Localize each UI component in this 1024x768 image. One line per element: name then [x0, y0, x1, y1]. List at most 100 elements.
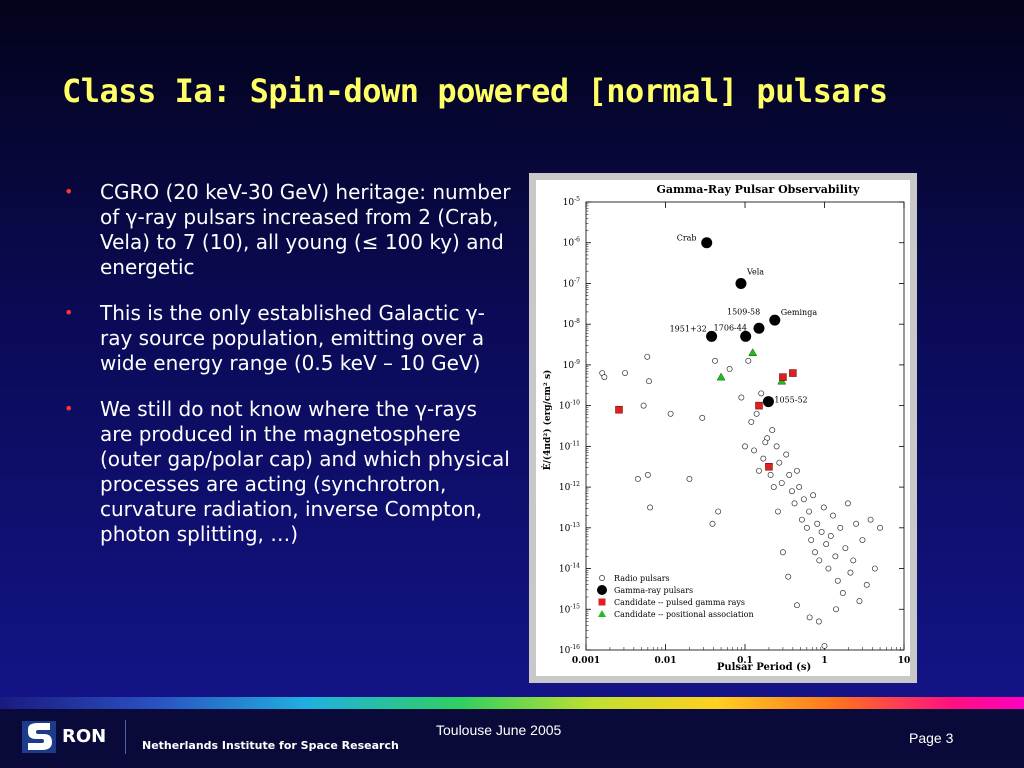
- legend-marker: [598, 598, 606, 606]
- legend-marker: [599, 575, 605, 581]
- radio-pulsar-point: [767, 471, 774, 478]
- pulsar-annotation: 1951+32: [670, 324, 707, 333]
- radio-pulsar-point: [863, 581, 870, 588]
- y-tick-label: 10-13: [559, 522, 580, 534]
- y-tick-label: 10-10: [559, 400, 580, 412]
- radio-pulsar-point: [820, 504, 827, 511]
- radio-pulsar-point: [709, 520, 716, 527]
- radio-pulsar-point: [647, 504, 654, 511]
- y-tick-label: 10-9: [563, 359, 580, 371]
- radio-pulsar-point: [830, 512, 836, 519]
- radio-pulsar-point: [646, 378, 652, 385]
- gamma-ray-pulsar-point: [762, 396, 774, 408]
- y-tick-label: 10-15: [559, 603, 580, 615]
- gamma-ray-pulsar-point: [753, 322, 765, 334]
- radio-pulsar-point: [753, 410, 760, 417]
- legend-label: Radio pulsars: [614, 574, 670, 583]
- radio-pulsar-point: [808, 537, 815, 543]
- radio-pulsar-point: [644, 353, 651, 360]
- y-tick-label: 10-12: [559, 481, 580, 493]
- y-tick-label: 10-6: [563, 237, 580, 249]
- y-axis-label: Ė/(4πd²) (erg/cm² s): [540, 370, 553, 471]
- radio-pulsar-point: [622, 370, 629, 377]
- radio-pulsar-point: [748, 418, 755, 425]
- institute-name: Netherlands Institute for Space Research: [142, 739, 399, 752]
- bullet-marker: •: [64, 303, 74, 322]
- radio-pulsar-point: [742, 443, 748, 450]
- chart-title: Gamma-Ray Pulsar Observability: [656, 183, 860, 196]
- radio-pulsar-point: [825, 565, 832, 572]
- radio-pulsar-point: [812, 549, 818, 556]
- pulsar-annotation: 1509-58: [727, 307, 760, 316]
- x-tick-label: 0.001: [572, 656, 600, 666]
- pulsed-candidate-point: [779, 373, 787, 381]
- radio-pulsar-point: [686, 475, 693, 482]
- gamma-ray-pulsar-point: [735, 277, 747, 289]
- radio-pulsar-point: [815, 618, 822, 625]
- radio-pulsar-point: [827, 533, 834, 539]
- radio-pulsar-point: [789, 488, 795, 495]
- radio-pulsar-point: [833, 606, 840, 613]
- x-tick-label: 0.01: [655, 656, 677, 666]
- radio-pulsar-point: [806, 508, 813, 515]
- radio-pulsar-point: [850, 557, 857, 564]
- radio-pulsar-point: [644, 471, 651, 478]
- radio-pulsar-point: [877, 524, 884, 531]
- pulsar-scatter-chart: Gamma-Ray Pulsar Observability 10-16 10-1…: [536, 180, 910, 676]
- radio-pulsar-point: [844, 500, 851, 507]
- radio-pulsar-point: [839, 590, 846, 596]
- radio-pulsar-point: [783, 451, 790, 458]
- radio-pulsar-point: [640, 402, 647, 409]
- bullet-item: • We still do not know where the γ-rays …: [62, 397, 512, 547]
- radio-pulsar-point: [800, 496, 807, 503]
- gamma-ray-pulsar-point: [706, 330, 718, 342]
- radio-pulsar-point: [760, 455, 767, 462]
- radio-pulsar-point: [834, 577, 841, 584]
- slide-title: Class Ia: Spin-down powered [normal] pul…: [62, 72, 888, 110]
- radio-pulsar-point: [871, 565, 878, 572]
- y-tick-label: 10-5: [563, 196, 580, 208]
- bullet-item: • CGRO (20 keV-30 GeV) heritage: number …: [62, 180, 512, 280]
- pulsar-annotation: Geminga: [781, 308, 818, 317]
- radio-pulsar-point: [667, 410, 674, 417]
- radio-pulsar-point: [821, 642, 828, 649]
- page-number: Page 3: [909, 730, 954, 746]
- radio-pulsar-point: [775, 508, 781, 515]
- rainbow-divider: [0, 697, 1024, 709]
- positional-candidate-point: [716, 372, 726, 381]
- radio-pulsar-point: [837, 524, 844, 531]
- gamma-ray-pulsar-point: [769, 314, 781, 326]
- radio-pulsar-point: [853, 520, 860, 527]
- y-tick-label: 10-16: [559, 644, 580, 656]
- radio-pulsar-point: [832, 553, 839, 560]
- radio-pulsar-point: [814, 520, 821, 527]
- radio-pulsar-point: [770, 484, 777, 491]
- radio-pulsar-point: [601, 374, 608, 381]
- radio-pulsar-point: [712, 357, 718, 364]
- radio-pulsar-point: [796, 484, 803, 491]
- chart-panel: Gamma-Ray Pulsar Observability 10-16 10-1…: [529, 173, 917, 683]
- pulsar-annotation: Crab: [677, 234, 697, 243]
- radio-pulsar-point: [776, 459, 783, 466]
- logo-text: RON: [62, 726, 106, 747]
- y-tick-label: 10-7: [563, 277, 580, 289]
- radio-pulsar-point: [751, 447, 758, 454]
- x-tick-label: 1: [821, 656, 827, 666]
- radio-pulsar-point: [823, 541, 830, 548]
- pulsed-candidate-point: [789, 369, 797, 377]
- bullet-item: • This is the only established Galactic …: [62, 301, 512, 376]
- radio-pulsar-point: [847, 569, 854, 576]
- sron-logo: RON: [22, 721, 106, 753]
- logo-separator: [125, 720, 126, 754]
- footer-event: Toulouse June 2005: [436, 722, 562, 738]
- pulsed-candidate-point: [615, 405, 623, 414]
- radio-pulsar-point: [786, 471, 793, 478]
- legend-label: Candidate -- pulsed gamma rays: [614, 598, 745, 607]
- gamma-ray-pulsar-point: [740, 330, 752, 342]
- legend-marker: [598, 610, 606, 617]
- x-tick-label: 0.1: [737, 656, 753, 666]
- y-tick-label: 10-8: [563, 318, 580, 330]
- radio-pulsar-point: [803, 524, 810, 531]
- x-axis-label: Pulsar Period (s): [717, 662, 811, 673]
- radio-pulsar-point: [779, 549, 786, 556]
